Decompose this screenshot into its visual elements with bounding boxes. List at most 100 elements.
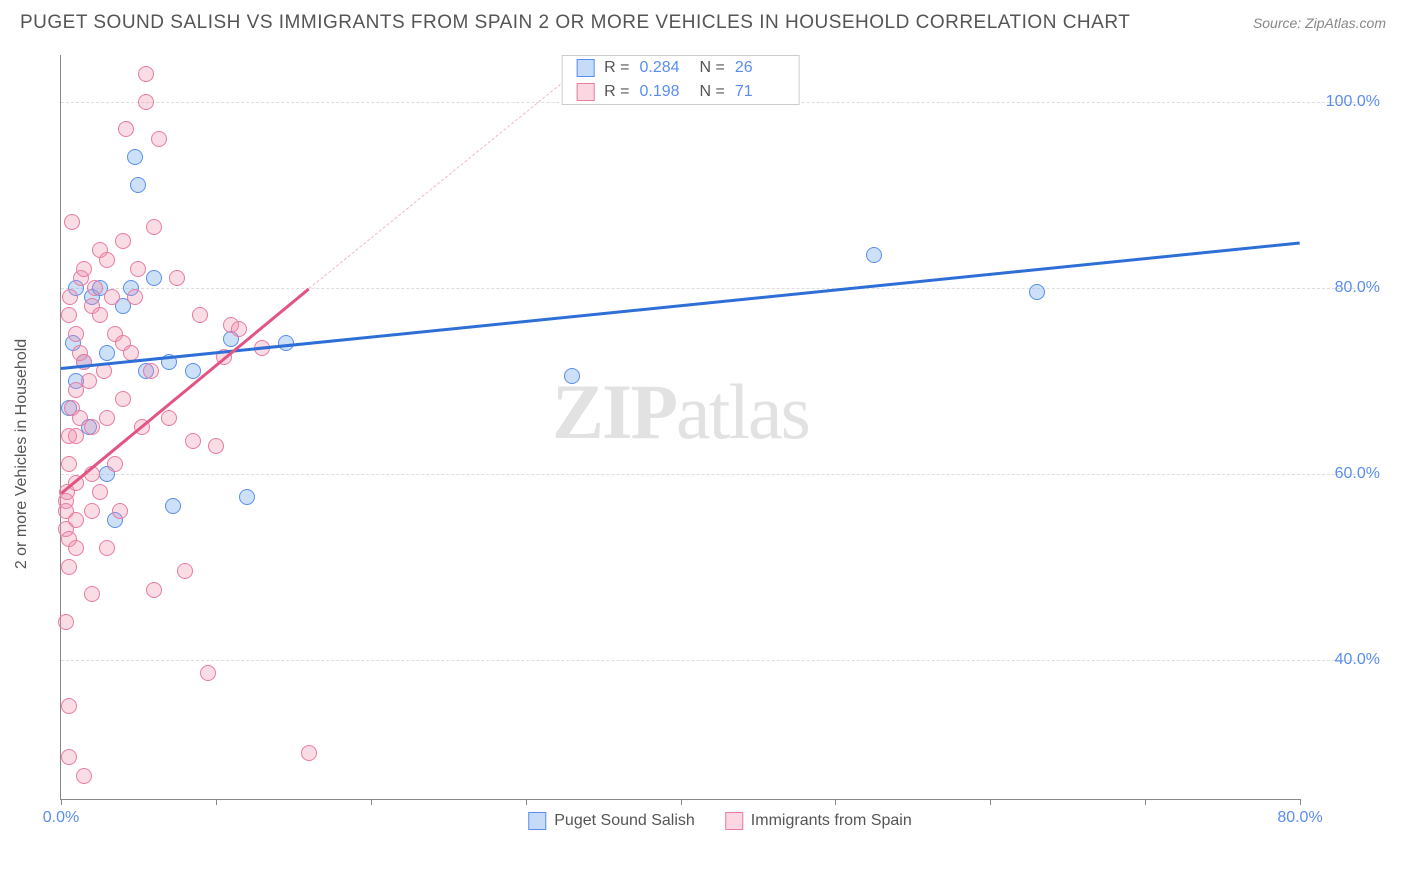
y-tick-label: 40.0% (1310, 651, 1380, 669)
scatter-point (87, 280, 103, 296)
scatter-point (143, 363, 159, 379)
scatter-point (62, 289, 78, 305)
y-tick-label: 80.0% (1310, 279, 1380, 297)
legend-swatch (576, 83, 594, 101)
scatter-point (231, 321, 247, 337)
scatter-point (92, 307, 108, 323)
watermark-light: atlas (676, 368, 809, 455)
scatter-point (68, 428, 84, 444)
scatter-point (127, 149, 143, 165)
legend-stat-row: R = 0.284 N = 26 (562, 56, 799, 80)
x-tick-label: 80.0% (1277, 809, 1322, 827)
scatter-point (127, 289, 143, 305)
scatter-point (115, 233, 131, 249)
n-label: N = (700, 59, 725, 77)
scatter-point (104, 289, 120, 305)
scatter-point (99, 540, 115, 556)
r-label: R = (604, 83, 629, 101)
scatter-point (99, 252, 115, 268)
x-tick (990, 799, 991, 805)
y-tick-label: 100.0% (1310, 93, 1380, 111)
trend-line (61, 241, 1300, 369)
scatter-point (84, 503, 100, 519)
scatter-point (68, 540, 84, 556)
scatter-point (138, 66, 154, 82)
scatter-point (177, 563, 193, 579)
r-value: 0.198 (640, 83, 690, 101)
gridline-horizontal (61, 660, 1360, 661)
x-tick (835, 799, 836, 805)
scatter-point (169, 270, 185, 286)
x-tick (61, 799, 62, 805)
legend-swatch (576, 59, 594, 77)
scatter-point (99, 345, 115, 361)
scatter-point (185, 433, 201, 449)
trend-line (308, 74, 572, 289)
scatter-point (68, 512, 84, 528)
scatter-point (146, 270, 162, 286)
scatter-point (61, 456, 77, 472)
gridline-horizontal (61, 288, 1360, 289)
scatter-point (146, 219, 162, 235)
scatter-point (92, 484, 108, 500)
n-value: 71 (735, 83, 785, 101)
scatter-point (192, 307, 208, 323)
scatter-point (1029, 284, 1045, 300)
scatter-point (81, 373, 97, 389)
scatter-point (84, 586, 100, 602)
scatter-point (123, 345, 139, 361)
gridline-horizontal (61, 474, 1360, 475)
legend-series-item: Puget Sound Salish (528, 812, 695, 830)
x-tick (681, 799, 682, 805)
chart-title: PUGET SOUND SALISH VS IMMIGRANTS FROM SP… (20, 12, 1130, 34)
scatter-point (61, 698, 77, 714)
n-value: 26 (735, 59, 785, 77)
scatter-point (61, 307, 77, 323)
scatter-point (118, 121, 134, 137)
scatter-point (99, 410, 115, 426)
scatter-point (161, 410, 177, 426)
scatter-point (61, 749, 77, 765)
legend-stat-row: R = 0.198 N = 71 (562, 80, 799, 104)
legend-swatch (528, 812, 546, 830)
y-axis-label: 2 or more Vehicles in Household (13, 339, 31, 569)
scatter-point (115, 391, 131, 407)
plot-area: ZIPatlas R =0.284N =26R =0.198N =71 40.0… (60, 55, 1300, 800)
x-tick (216, 799, 217, 805)
x-tick-label: 0.0% (43, 809, 79, 827)
r-value: 0.284 (640, 59, 690, 77)
y-tick-label: 60.0% (1310, 465, 1380, 483)
scatter-point (76, 768, 92, 784)
r-label: R = (604, 59, 629, 77)
correlation-legend: R = 0.284 N = 26 R = 0.198 N = 71 (561, 55, 800, 105)
scatter-point (165, 498, 181, 514)
scatter-point (138, 94, 154, 110)
scatter-point (146, 582, 162, 598)
legend-series-item: Immigrants from Spain (725, 812, 912, 830)
scatter-point (58, 614, 74, 630)
scatter-point (61, 559, 77, 575)
scatter-point (76, 261, 92, 277)
watermark: ZIPatlas (552, 367, 809, 457)
x-tick (1145, 799, 1146, 805)
legend-swatch (725, 812, 743, 830)
scatter-point (84, 419, 100, 435)
scatter-point (301, 745, 317, 761)
scatter-point (130, 177, 146, 193)
scatter-point (107, 456, 123, 472)
scatter-point (208, 438, 224, 454)
chart-container: 2 or more Vehicles in Household ZIPatlas… (50, 50, 1390, 840)
scatter-point (64, 214, 80, 230)
scatter-point (200, 665, 216, 681)
x-tick (526, 799, 527, 805)
scatter-point (112, 503, 128, 519)
scatter-point (130, 261, 146, 277)
x-tick (1300, 799, 1301, 805)
scatter-point (151, 131, 167, 147)
source-attribution: Source: ZipAtlas.com (1253, 15, 1386, 31)
x-tick (371, 799, 372, 805)
series-legend: Puget Sound Salish Immigrants from Spain (522, 812, 917, 830)
legend-series-label: Immigrants from Spain (751, 812, 912, 830)
scatter-point (68, 326, 84, 342)
n-label: N = (700, 83, 725, 101)
